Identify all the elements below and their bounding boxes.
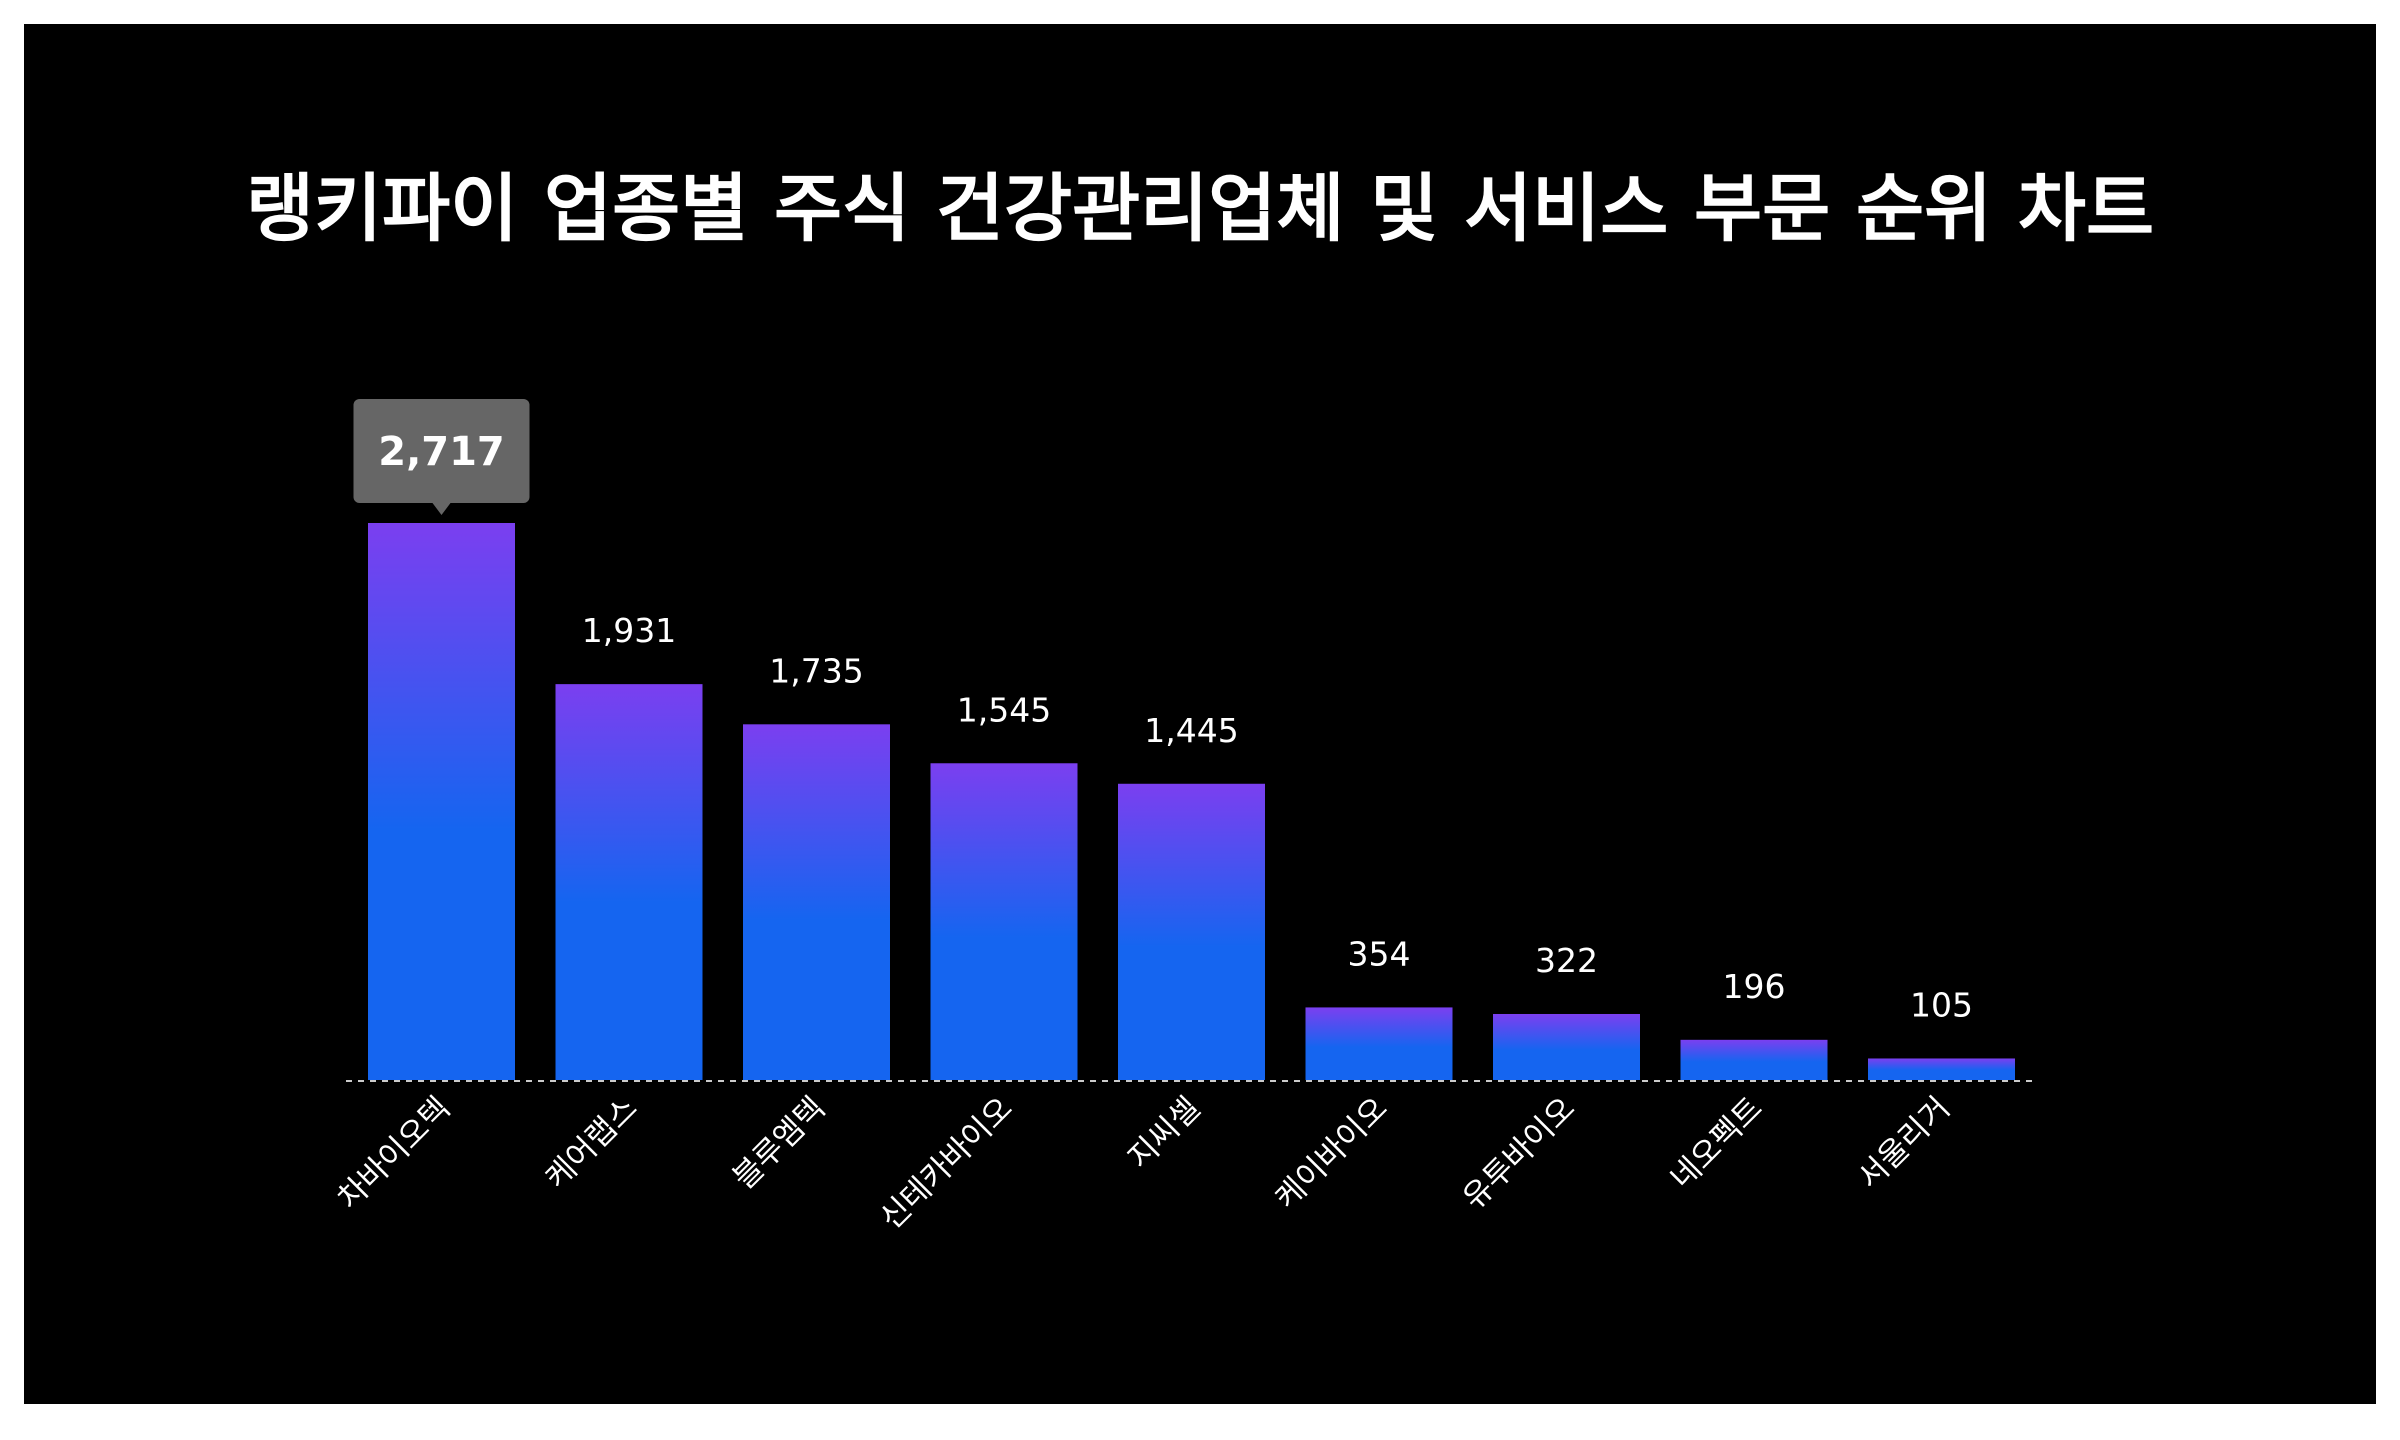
category-label: 유투바이오 (1456, 1090, 1582, 1216)
category-label: 블루엠텍 (726, 1090, 832, 1196)
bar-4[interactable] (930, 763, 1078, 1080)
bar-6[interactable] (1305, 1007, 1453, 1080)
category-label: 케어랩스 (539, 1090, 645, 1196)
category-label: 지씨셀 (1121, 1090, 1207, 1176)
category-label: 네오펙트 (1664, 1090, 1770, 1196)
bar-3[interactable] (743, 724, 890, 1080)
tooltip-pointer (432, 503, 451, 515)
value-label: 1,545 (957, 690, 1051, 729)
chart-title: 랭키파이 업종별 주식 건강관리업체 및 서비스 부문 순위 차트 (245, 166, 2155, 252)
bar-9[interactable] (1868, 1058, 2015, 1080)
value-label: 105 (1910, 985, 1973, 1024)
bars-group (368, 523, 2015, 1080)
bar-1[interactable] (368, 523, 515, 1080)
value-label: 1,931 (582, 611, 676, 650)
value-labels-group: 2,717 1,931 1,735 1,545 1,445 354 322 196 105 (353, 399, 1973, 1024)
category-label: 차바이오텍 (331, 1090, 457, 1216)
category-labels-group: 차바이오텍 케어랩스 블루엠텍 신테카바이오 지씨셀 케이바이오 유투바이오 네오펙트 서울리거 (331, 1090, 1957, 1236)
value-label: 354 (1348, 934, 1411, 973)
value-tooltip: 2,717 (353, 399, 530, 515)
bar-7[interactable] (1493, 1013, 1640, 1080)
chart-frame: 랭키파이 업종별 주식 건강관리업체 및 서비스 부문 순위 차트 2,717 1… (24, 24, 2376, 1404)
value-label: 322 (1535, 941, 1598, 980)
category-label: 신테카바이오 (873, 1090, 1019, 1236)
value-label: 196 (1723, 967, 1786, 1006)
value-label: 1,445 (1144, 711, 1238, 750)
value-label: 2,717 (378, 429, 505, 475)
tooltip-box (353, 399, 530, 503)
category-label: 케이바이오 (1268, 1090, 1394, 1216)
bar-8[interactable] (1680, 1039, 1828, 1080)
bar-chart: 2,717 1,931 1,735 1,545 1,445 354 322 196 105 차바… (331, 399, 2037, 1237)
category-label: 서울리거 (1851, 1090, 1957, 1196)
bar-2[interactable] (555, 684, 703, 1080)
bar-5[interactable] (1118, 783, 1265, 1080)
value-label: 1,735 (769, 651, 863, 690)
